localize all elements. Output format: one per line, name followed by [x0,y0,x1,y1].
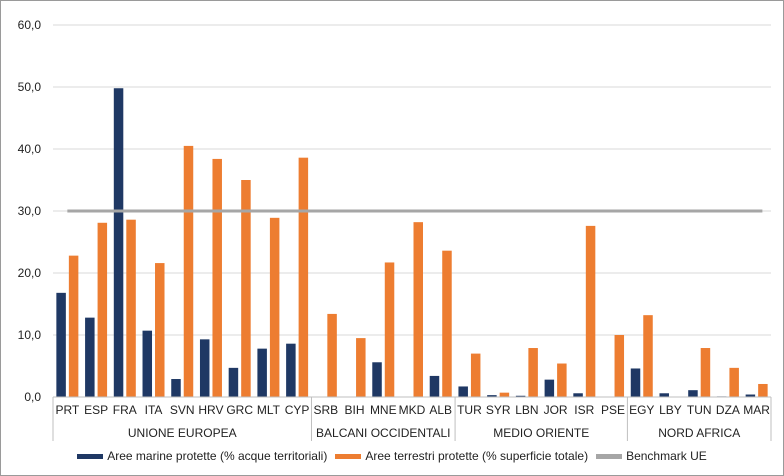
legend-item-benchmark: Benchmark UE [596,449,707,463]
legend-swatch-marine [77,453,104,459]
bar-marine [372,362,382,397]
x-group-label: NORD AFRICA [658,426,740,440]
y-tick-label: 50,0 [18,80,42,94]
bar-marine [171,379,181,397]
bar-marine [257,348,267,397]
y-tick-label: 60,0 [18,18,42,32]
bar-terrestrial [614,335,625,397]
bar-terrestrial [155,263,165,397]
bar-terrestrial [212,158,222,397]
x-category-label: TUN [687,403,712,417]
bar-terrestrial [68,255,79,397]
x-category-label: MLT [257,403,281,417]
bar-terrestrial [557,363,567,397]
legend-label-marine: Aree marine protette (% acque territoria… [107,449,328,463]
bar-marine [429,375,440,397]
legend-item-terrestrial: Aree terrestri protette (% superficie to… [335,449,588,463]
x-category-label: MAR [743,403,770,417]
bar-marine [745,394,756,397]
bar-marine [286,343,296,397]
bar-marine [544,379,555,397]
x-category-label: ISR [574,403,594,417]
bar-terrestrial [758,383,768,397]
bar-terrestrial [298,157,309,397]
x-category-label: ITA [145,403,163,417]
bar-terrestrial [585,225,596,397]
y-tick-label: 30,0 [18,204,42,218]
bar-marine [199,339,210,397]
x-category-label: BIH [345,403,365,417]
bar-marine [659,393,669,397]
bar-terrestrial [729,367,739,397]
bar-terrestrial [643,315,653,397]
x-category-label: SRB [313,403,338,417]
bar-marine [458,386,468,397]
legend-label-benchmark: Benchmark UE [626,449,707,463]
x-group-label: UNIONE EUROPEA [128,426,237,440]
x-category-label: MKD [399,403,426,417]
bar-terrestrial [700,348,711,397]
x-category-label: DZA [716,403,740,417]
y-tick-label: 10,0 [18,328,42,342]
x-category-label: JOR [544,403,568,417]
x-axis: PRT ESP FRA ITA SVN HRV GRC MLT CYP SRB BIH MNE MKD A… [52,396,772,441]
bar-terrestrial [470,353,481,397]
bar-marine [113,88,124,398]
bar-marine [515,395,526,397]
x-category-label: SVN [170,403,195,417]
x-category-label: GRC [226,403,253,417]
bar-marine [85,317,95,397]
x-category-label: MNE [370,403,397,417]
y-axis-ticks: 0,0 10,0 20,0 30,0 40,0 50,0 60,0 [18,18,42,404]
legend-swatch-benchmark [596,453,623,459]
x-category-label: LBY [659,403,682,417]
bar-marine [688,390,698,397]
x-category-label: EGY [629,403,654,417]
x-category-label: TUR [457,403,482,417]
bar-marine [630,368,641,397]
bar-terrestrial [499,392,510,397]
bar-terrestrial [327,313,337,397]
bar-marine [142,330,153,397]
legend-item-marine: Aree marine protette (% acque territoria… [77,449,327,463]
x-category-label: LBN [515,403,538,417]
bar-terrestrial [241,180,251,397]
x-category-label: ALB [429,403,452,417]
x-category-label: HRV [198,403,223,417]
y-tick-label: 40,0 [18,142,42,156]
bars [56,88,768,398]
x-category-label: PRT [55,403,79,417]
bar-marine [487,395,497,397]
x-category-label: FRA [113,403,137,417]
bar-terrestrial [356,338,366,397]
x-category-label: SYR [486,403,511,417]
bar-terrestrial [413,222,423,397]
bar-terrestrial [183,145,194,397]
x-category-label: ESP [84,403,108,417]
y-tick-label: 20,0 [18,266,42,280]
x-group-label: BALCANI OCCIDENTALI [316,426,450,440]
bar-terrestrial [126,219,136,397]
bar-marine [56,292,66,397]
bar-marine [228,367,239,397]
x-category-label: PSE [601,403,625,417]
legend: Aree marine protette (% acque territoria… [1,449,783,463]
y-tick-label: 0,0 [24,390,41,404]
bar-marine [573,393,583,397]
bar-terrestrial [384,262,395,397]
x-category-label: CYP [285,403,310,417]
x-group-label: MEDIO ORIENTE [493,426,589,440]
bar-terrestrial [269,217,280,397]
bar-terrestrial [97,222,108,397]
bar-terrestrial [528,348,538,397]
bar-terrestrial [442,250,452,397]
bar-chart: 0,0 10,0 20,0 30,0 40,0 50,0 60,0 PRT ESP FRA ITA… [18,18,772,441]
legend-swatch-terrestrial [335,453,362,459]
legend-label-terrestrial: Aree terrestri protette (% superficie to… [365,449,589,463]
